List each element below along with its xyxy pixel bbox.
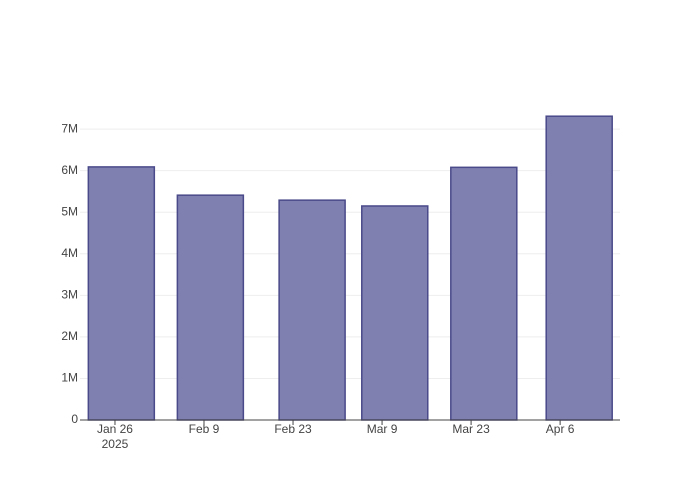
bar [450,166,518,421]
y-tick-label: 2M [61,329,78,343]
bar [545,115,613,421]
x-tick-label: Feb 9 [188,422,220,436]
y-tick-label: 1M [61,371,78,385]
bar [87,166,156,421]
y-tick-label: 5M [61,204,78,218]
y-tick-label: 0 [71,412,78,426]
x-tick-label: Mar 23 [452,422,490,436]
bar [176,194,245,421]
y-tick-label: 6M [61,163,78,177]
x-tick-label: Feb 23 [274,422,312,436]
x-tick-label: Apr 6 [545,422,575,436]
y-tick-label: 4M [61,246,78,260]
x-tick-label: Mar 9 [366,422,398,436]
bar [361,205,429,421]
y-tick-label: 7M [61,121,78,135]
bar [278,199,346,421]
y-tick-label: 3M [61,287,78,301]
x-tick-label: Jan 26 2025 [96,422,133,451]
